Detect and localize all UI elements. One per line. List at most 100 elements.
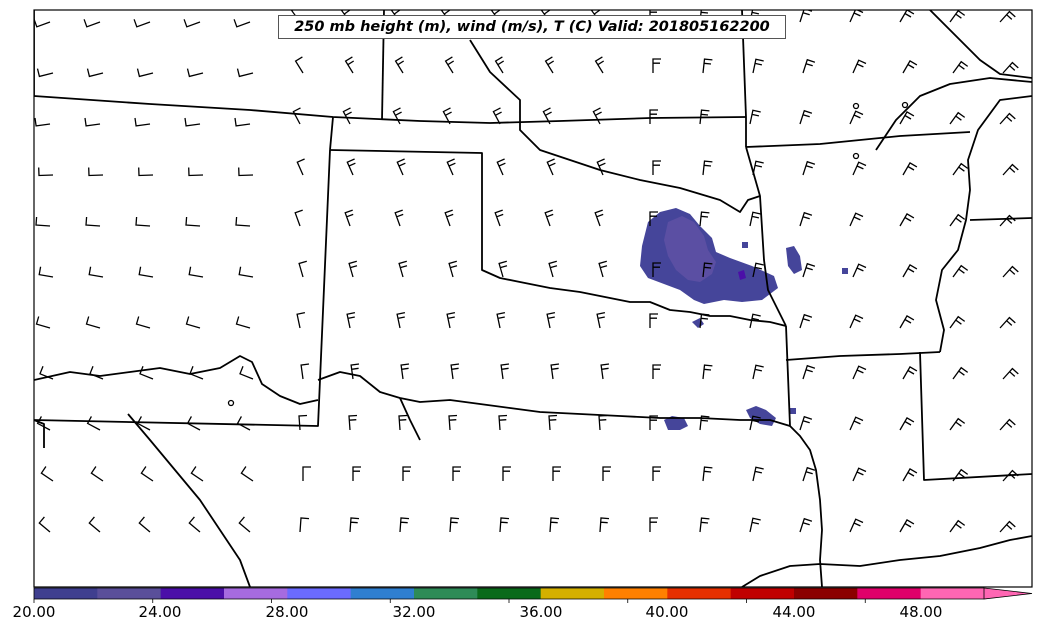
wind-barb: [802, 364, 816, 380]
border-new-mexico: [34, 419, 45, 448]
wind-barb: [802, 58, 816, 74]
wind-barb: [550, 363, 560, 380]
wind-barb: [38, 516, 51, 533]
border-iowa-top: [929, 10, 1032, 79]
wind-barb: [86, 68, 104, 78]
wind-barb: [699, 313, 710, 329]
wind-barb: [184, 117, 201, 127]
wind-barb: [492, 107, 502, 125]
wind-barb: [442, 107, 452, 125]
wind-barb: [500, 363, 510, 380]
colorbar-segment: [794, 588, 858, 599]
wind-barb: [1002, 469, 1019, 482]
map-background: [34, 10, 1032, 587]
station-marker: [227, 399, 235, 407]
wind-barb: [652, 58, 661, 73]
wind-barb: [1002, 367, 1019, 380]
wind-barb: [752, 262, 764, 278]
wind-barb: [899, 10, 915, 23]
wind-barb: [899, 417, 915, 431]
wind-barb: [952, 468, 969, 482]
wind-barb: [902, 264, 918, 278]
wind-barb: [40, 466, 54, 482]
wind-barb: [349, 517, 360, 533]
wind-barb: [752, 364, 764, 380]
colorbar-segment: [477, 588, 542, 599]
wind-barb: [999, 214, 1016, 227]
wind-barb: [446, 158, 456, 176]
wind-barb: [546, 158, 556, 176]
wind-barb: [499, 517, 510, 533]
colorbar-tick-label: 36.00: [519, 603, 563, 621]
shading-area-small-6: [790, 408, 796, 414]
wind-barb: [649, 415, 658, 430]
wind-barb: [949, 315, 966, 329]
wind-barb: [344, 56, 355, 74]
wind-barb: [302, 466, 311, 481]
wind-barb: [544, 56, 555, 74]
wind-barb: [852, 161, 867, 176]
wind-barb: [849, 110, 864, 125]
wind-barb: [999, 418, 1016, 431]
wind-barb: [496, 158, 506, 176]
map-frame: [33, 9, 1033, 588]
border-rio: [34, 355, 319, 405]
wind-barb: [544, 209, 554, 227]
wind-barb: [189, 366, 204, 380]
wind-barb: [135, 316, 151, 329]
wind-barb: [398, 414, 408, 431]
wind-barb: [186, 416, 201, 431]
wind-barb: [496, 311, 506, 329]
border-mississippi-river: [935, 95, 1032, 353]
wind-barb: [602, 466, 611, 481]
wind-barb: [188, 167, 204, 177]
wind-barb: [652, 262, 661, 277]
wind-barb: [799, 211, 813, 227]
wind-barb: [802, 262, 816, 278]
wind-barb: [749, 109, 761, 125]
wind-barb: [949, 417, 966, 431]
border-colorado-east: [329, 116, 334, 151]
border-illinois: [875, 77, 1032, 151]
border-mississippi-alabama: [919, 351, 1032, 481]
colorbar-tick-label: 44.00: [772, 603, 816, 621]
wind-barb: [1002, 163, 1019, 176]
wind-barb: [749, 211, 761, 227]
wind-barb: [802, 160, 816, 176]
wind-barb: [849, 314, 864, 329]
wind-barb: [38, 167, 54, 177]
wind-barb: [799, 517, 813, 533]
wind-barb: [902, 60, 918, 74]
wind-barb: [702, 466, 713, 482]
wind-barb: [238, 266, 254, 278]
wind-barb: [342, 107, 352, 125]
wind-barb: [234, 117, 251, 127]
wind-barb: [752, 160, 764, 176]
wind-barb: [799, 109, 813, 125]
wind-barb: [1002, 61, 1019, 74]
border-texas-south: [127, 413, 251, 587]
wind-barb: [699, 415, 710, 431]
wind-barb: [238, 167, 254, 177]
wind-barb: [849, 518, 864, 533]
wind-barb: [400, 363, 410, 380]
wind-barb: [546, 311, 556, 329]
colorbar-segment: [287, 588, 352, 599]
wind-barb: [298, 260, 307, 278]
colorbar-segment: [667, 588, 732, 599]
wind-barb: [346, 311, 356, 329]
wind-barb: [398, 260, 408, 278]
colorbar-segment: [414, 588, 478, 599]
wind-barb: [752, 58, 764, 74]
colorbar-segment: [350, 588, 415, 599]
wind-barb: [402, 466, 411, 481]
wind-barb: [902, 468, 918, 482]
wind-barb: [752, 466, 764, 482]
wind-barb: [649, 109, 658, 124]
wind-barb: [494, 56, 505, 74]
wind-barb: [235, 316, 251, 329]
wind-barb: [90, 466, 104, 482]
wind-barb: [233, 19, 251, 28]
wind-barb: [35, 216, 51, 227]
